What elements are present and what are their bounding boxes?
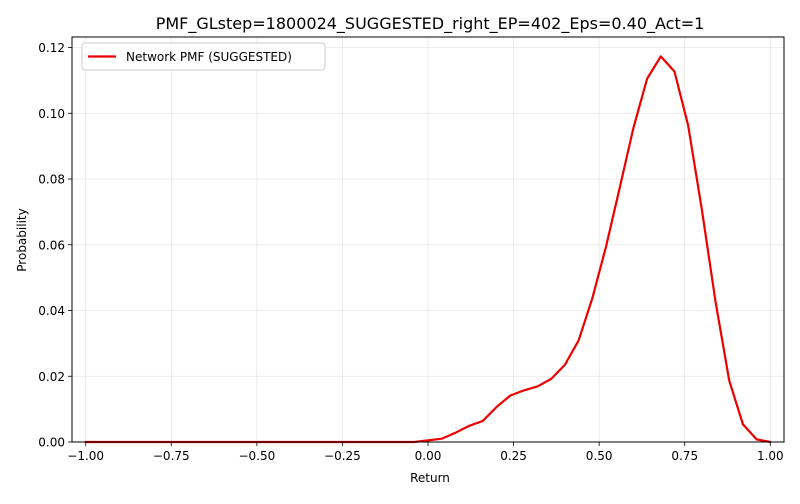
tick-layer: −1.00 −0.75 −0.50 −0.25 0.00 0.25 0.50 0.75 1.00… [38,41,783,463]
y-tick-label: 0.08 [38,173,65,187]
legend-label: Network PMF (SUGGESTED) [126,50,292,64]
y-tick-label: 0.04 [38,304,65,318]
x-tick-label: 1.00 [757,449,784,463]
x-tick-label: 0.25 [500,449,527,463]
x-tick-label: −1.00 [67,449,104,463]
y-tick-label: 0.12 [38,41,65,55]
chart-title: PMF_GLstep=1800024_SUGGESTED_right_EP=40… [156,14,705,34]
x-tick-label: 0.50 [586,449,613,463]
x-tick-label: −0.75 [153,449,190,463]
x-tick-label: −0.25 [324,449,361,463]
x-axis-label: Return [410,471,450,485]
y-tick-label: 0.02 [38,370,65,384]
legend-frame [81,42,326,71]
y-tick-label: 0.10 [38,107,65,121]
legend: Network PMF (SUGGESTED) [81,42,326,71]
x-tick-label: 0.00 [415,449,442,463]
y-axis-label: Probability [15,208,29,271]
y-tick-label: 0.00 [38,436,65,450]
x-tick-label: −0.50 [238,449,275,463]
y-tick-label: 0.06 [38,238,65,252]
x-tick-label: 0.75 [671,449,698,463]
